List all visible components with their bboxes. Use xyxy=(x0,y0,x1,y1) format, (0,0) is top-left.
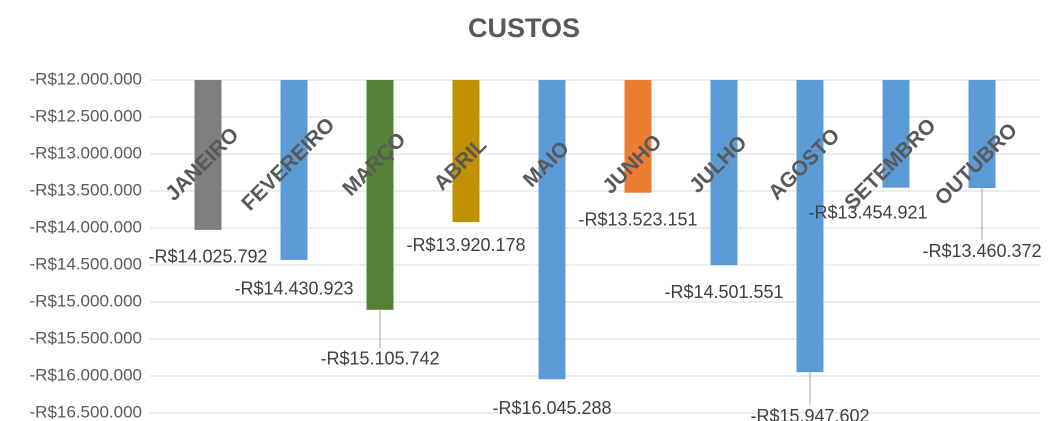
data-label: -R$13.920.178 xyxy=(406,235,525,255)
y-tick-label: -R$13.500.000 xyxy=(30,180,142,199)
y-tick-label: -R$12.500.000 xyxy=(30,106,142,125)
y-tick-label: -R$16.500.000 xyxy=(30,402,142,421)
bar xyxy=(882,80,910,188)
data-label: -R$14.430.923 xyxy=(234,279,353,299)
data-label: -R$15.947.602 xyxy=(750,406,869,421)
data-label: -R$13.460.372 xyxy=(922,241,1041,261)
data-label: -R$15.105.742 xyxy=(320,349,439,369)
y-tick-label: -R$13.000.000 xyxy=(30,143,142,162)
bar xyxy=(710,80,738,266)
bar xyxy=(968,80,996,189)
y-tick-label: -R$16.000.000 xyxy=(30,365,142,384)
bar xyxy=(452,80,480,223)
y-tick-label: -R$15.500.000 xyxy=(30,328,142,347)
data-label: -R$14.501.551 xyxy=(664,282,783,302)
data-label: -R$16.045.288 xyxy=(492,398,611,418)
y-tick-label: -R$14.000.000 xyxy=(30,217,142,236)
y-tick-label: -R$12.000.000 xyxy=(30,69,142,88)
y-tick-label: -R$14.500.000 xyxy=(30,254,142,273)
y-tick-label: -R$15.000.000 xyxy=(30,291,142,310)
bar xyxy=(366,80,394,310)
bar xyxy=(624,80,652,193)
data-label: -R$13.454.921 xyxy=(808,202,927,222)
bar xyxy=(194,80,222,230)
bar xyxy=(538,80,566,380)
data-label: -R$13.523.151 xyxy=(578,209,697,229)
bar xyxy=(280,80,308,260)
bar xyxy=(796,80,824,373)
data-label: -R$14.025.792 xyxy=(148,247,267,267)
chart-title: CUSTOS xyxy=(468,13,580,43)
